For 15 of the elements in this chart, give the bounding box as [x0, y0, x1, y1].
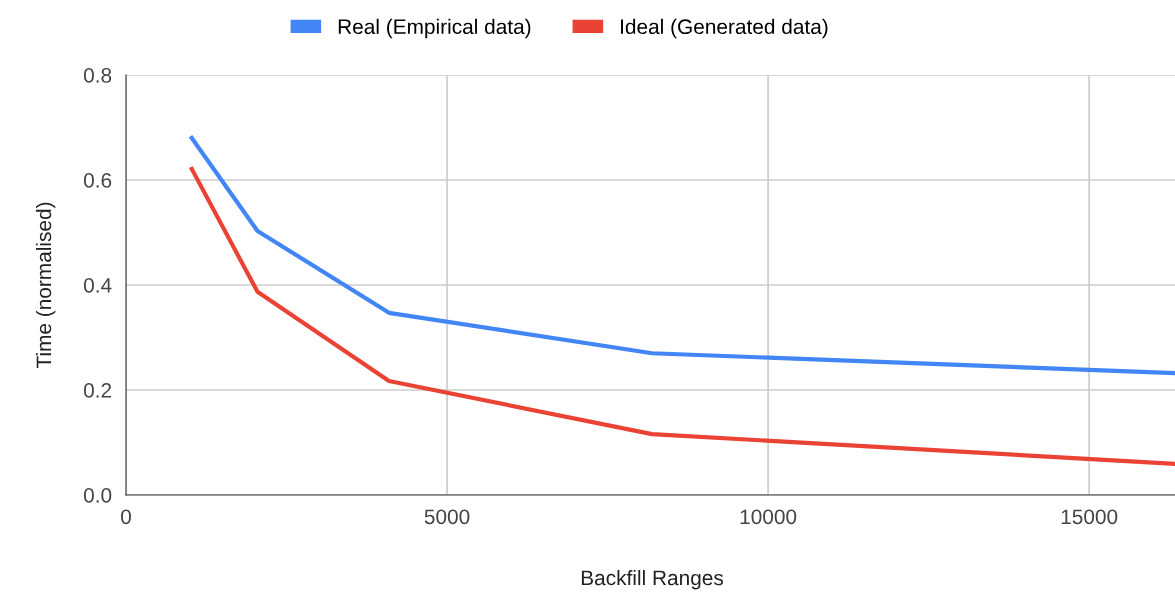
x-axis-title: Backfill Ranges: [581, 569, 724, 590]
y-tick-label: 0.2: [83, 383, 112, 398]
x-tick-label: 15000: [1061, 509, 1118, 525]
line-series: [189, 166, 1175, 467]
legend-label: Real (Empirical data): [338, 18, 531, 39]
legend-label: Ideal (Generated data): [621, 18, 828, 39]
x-tick-label: 10000: [740, 509, 797, 525]
line-series: [189, 135, 1175, 376]
y-tick-label: 0.0: [83, 488, 112, 503]
y-tick-label: 0.8: [83, 68, 112, 83]
y-tick-label: 0.6: [83, 173, 112, 188]
y-tick-label: 0.4: [83, 278, 112, 293]
x-tick-label: 0: [121, 509, 131, 525]
x-tick-label: 5000: [424, 509, 470, 525]
y-axis-title: Time (normalised): [35, 202, 56, 369]
